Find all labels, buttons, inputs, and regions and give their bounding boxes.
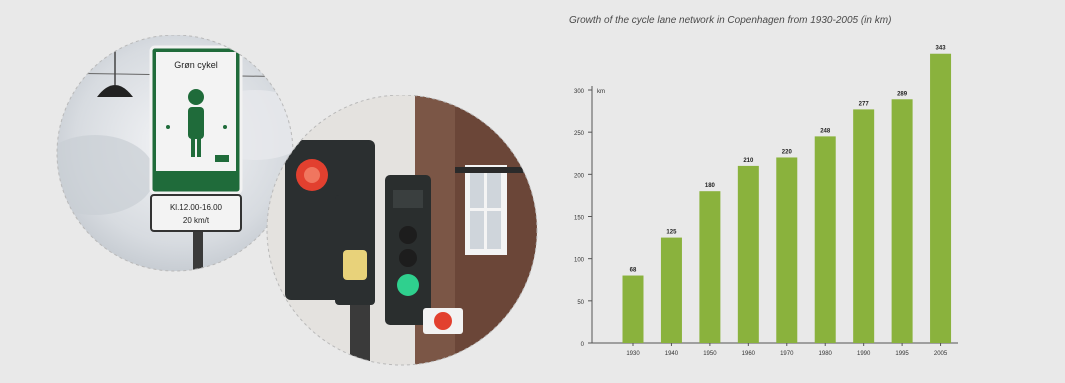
bar-chart: 0 50 100 150 200 250 300 km 68 1930 125 1940 180 1950… [574, 46, 958, 357]
bar-1995 [891, 99, 913, 343]
traffic-signal-photo [266, 95, 538, 366]
bar-1940 [660, 237, 682, 343]
x-tick-label: 1960 [742, 351, 756, 357]
street-lamp-icon [97, 85, 133, 97]
bar-value-label: 68 [630, 268, 637, 274]
x-tick-label: 1940 [665, 351, 679, 357]
x-tick-label: 1930 [626, 351, 640, 357]
sign-header-text: Grøn cykel [174, 60, 218, 70]
y-tick-label: 300 [574, 89, 585, 95]
x-tick-label: 2005 [934, 351, 948, 357]
bar-1980 [814, 136, 836, 343]
bar-value-label: 125 [666, 230, 677, 236]
bar-1990 [853, 109, 875, 343]
bar-1960 [737, 165, 759, 343]
bar-1970 [776, 157, 798, 343]
chart-title: Growth of the cycle lane network in Cope… [569, 15, 892, 26]
sign-plate-speed: 20 km/t [183, 216, 210, 225]
sign-plate-hours: Kl.12.00-16.00 [170, 203, 223, 212]
bar-value-label: 343 [936, 46, 947, 52]
x-tick-label: 1950 [703, 351, 717, 357]
bar-1950 [699, 191, 721, 343]
cycle-sign-photo: Grøn cykel Kl.12.00-16.00 20 km/t [56, 35, 294, 272]
y-tick-label: 50 [577, 300, 584, 306]
y-axis-unit-label: km [597, 89, 605, 95]
bar-value-label: 277 [859, 101, 870, 107]
x-tick-label: 1970 [780, 351, 794, 357]
bar-value-label: 210 [743, 158, 754, 164]
bar-value-label: 248 [820, 128, 831, 134]
y-tick-label: 150 [574, 216, 585, 222]
x-tick-label: 1990 [857, 351, 871, 357]
y-tick-label: 250 [574, 131, 585, 137]
y-tick-label: 200 [574, 173, 585, 179]
x-tick-label: 1980 [819, 351, 833, 357]
x-tick-label: 1995 [895, 351, 909, 357]
bar-value-label: 220 [782, 149, 793, 155]
bar-2005 [930, 53, 952, 344]
bar-1930 [622, 275, 644, 343]
bar-value-label: 180 [705, 183, 716, 189]
bar-value-label: 289 [897, 91, 908, 97]
y-tick-label: 100 [574, 258, 585, 264]
y-tick-label: 0 [581, 342, 585, 348]
